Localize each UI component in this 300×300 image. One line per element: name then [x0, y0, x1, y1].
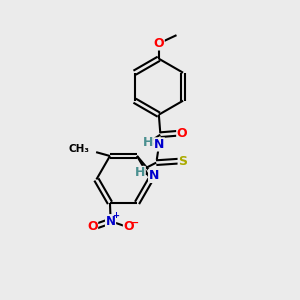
Text: H: H [143, 136, 153, 149]
Text: O: O [177, 127, 188, 140]
Text: CH₃: CH₃ [68, 144, 89, 154]
Text: −: − [129, 218, 139, 228]
Text: O: O [154, 37, 164, 50]
Text: O: O [124, 220, 134, 233]
Text: O: O [87, 220, 98, 233]
Text: H: H [135, 167, 145, 179]
Text: N: N [106, 215, 116, 228]
Text: N: N [154, 138, 164, 151]
Text: S: S [178, 155, 187, 168]
Text: +: + [112, 212, 119, 220]
Text: N: N [148, 169, 159, 182]
